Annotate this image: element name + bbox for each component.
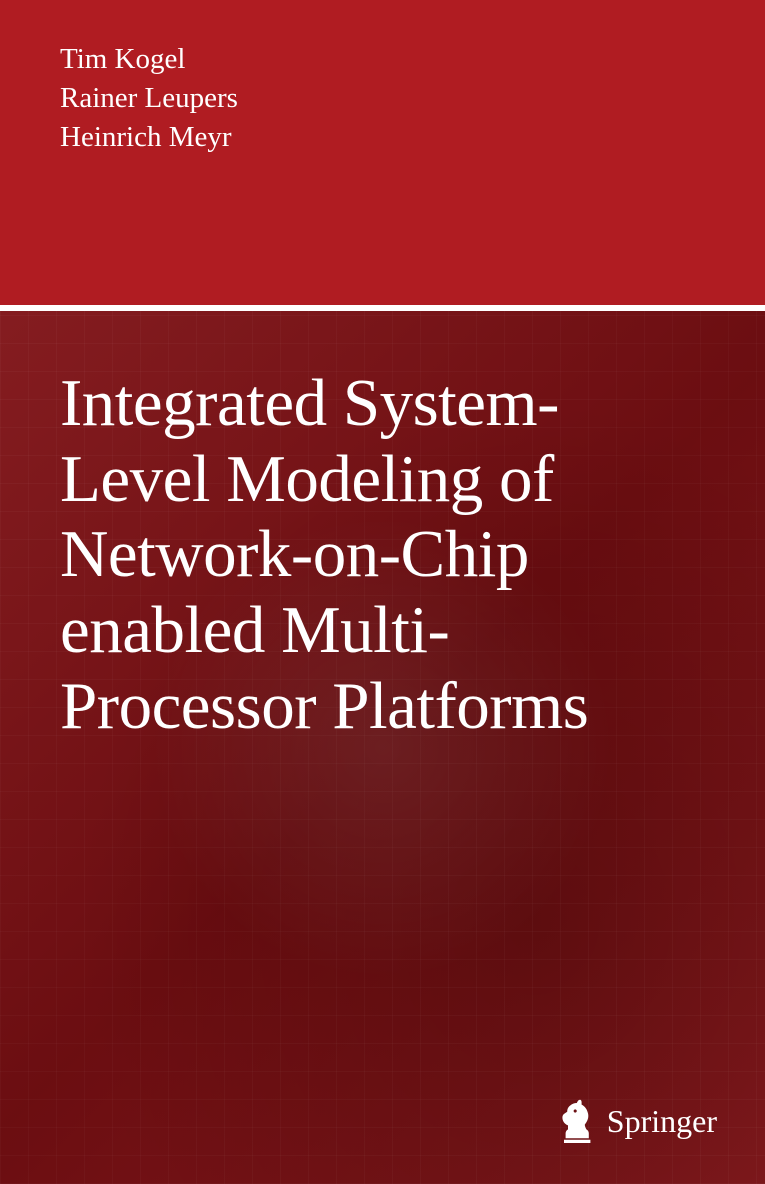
publisher-block: Springer <box>555 1095 717 1148</box>
author-name: Tim Kogel <box>60 40 765 79</box>
chess-knight-icon <box>555 1095 597 1148</box>
title-line: Level Modeling of <box>60 442 735 518</box>
title-band: Integrated System- Level Modeling of Net… <box>0 311 765 1184</box>
book-title: Integrated System- Level Modeling of Net… <box>60 366 735 745</box>
title-line: Integrated System- <box>60 366 735 442</box>
book-cover: Tim Kogel Rainer Leupers Heinrich Meyr I… <box>0 0 765 1184</box>
title-line: Processor Platforms <box>60 669 735 745</box>
author-band: Tim Kogel Rainer Leupers Heinrich Meyr <box>0 0 765 305</box>
author-name: Heinrich Meyr <box>60 118 765 157</box>
publisher-name: Springer <box>607 1103 717 1140</box>
title-line: Network-on-Chip <box>60 517 735 593</box>
author-name: Rainer Leupers <box>60 79 765 118</box>
title-line: enabled Multi- <box>60 593 735 669</box>
author-list: Tim Kogel Rainer Leupers Heinrich Meyr <box>60 40 765 157</box>
